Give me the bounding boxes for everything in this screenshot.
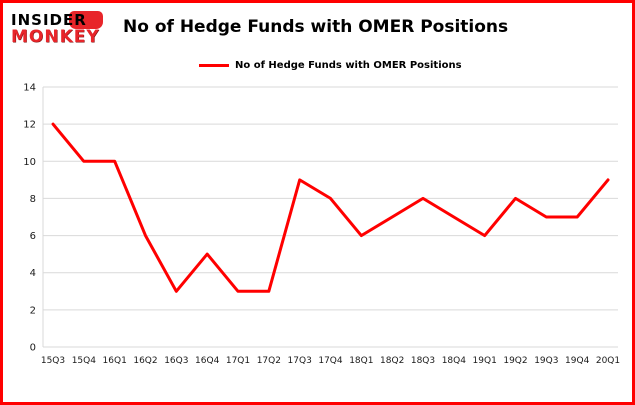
monkey-head-icon [69,11,103,29]
svg-text:10: 10 [23,156,36,167]
legend-line-swatch [199,64,229,68]
svg-text:19Q4: 19Q4 [565,356,590,366]
svg-text:17Q3: 17Q3 [288,356,312,366]
svg-text:17Q2: 17Q2 [257,356,281,366]
svg-text:19Q3: 19Q3 [534,356,558,366]
svg-text:18Q1: 18Q1 [349,356,373,366]
chart-area: 0 2 4 6 8 10 12 14 15Q3 15Q4 16Q1 16Q2 16Q3 16Q4 17Q1 1… [3,75,632,397]
svg-text:20Q1: 20Q1 [596,356,620,366]
svg-text:8: 8 [30,194,36,205]
chart-svg: 0 2 4 6 8 10 12 14 15Q3 15Q4 16Q1 16Q2 16Q3 16Q4 17Q1 1… [23,82,620,366]
svg-text:19Q1: 19Q1 [473,356,497,366]
svg-text:15Q3: 15Q3 [41,356,65,366]
legend-label: No of Hedge Funds with OMER Positions [235,60,462,72]
header: INSIDER MONKEY No of Hedge Funds with OM… [3,3,632,47]
svg-text:14: 14 [23,82,36,93]
svg-text:19Q2: 19Q2 [503,356,527,366]
svg-text:16Q1: 16Q1 [103,356,127,366]
svg-text:16Q4: 16Q4 [195,356,220,366]
svg-text:17Q4: 17Q4 [318,356,343,366]
insider-monkey-logo: INSIDER MONKEY [11,11,113,47]
svg-text:18Q4: 18Q4 [442,356,467,366]
svg-text:15Q4: 15Q4 [72,356,97,366]
logo-text-monkey: MONKEY [11,26,100,47]
svg-text:16Q3: 16Q3 [164,356,188,366]
svg-text:17Q1: 17Q1 [226,356,250,366]
svg-text:6: 6 [30,231,36,242]
legend: No of Hedge Funds with OMER Positions [199,59,632,73]
svg-text:12: 12 [23,119,36,130]
svg-text:4: 4 [30,268,36,279]
svg-text:16Q2: 16Q2 [133,356,157,366]
svg-text:18Q3: 18Q3 [411,356,435,366]
svg-text:18Q2: 18Q2 [380,356,404,366]
svg-text:0: 0 [30,342,36,353]
svg-text:2: 2 [30,305,36,316]
logo-text-insider: INSIDER [11,11,87,29]
chart-title: No of Hedge Funds with OMER Positions [123,17,509,37]
